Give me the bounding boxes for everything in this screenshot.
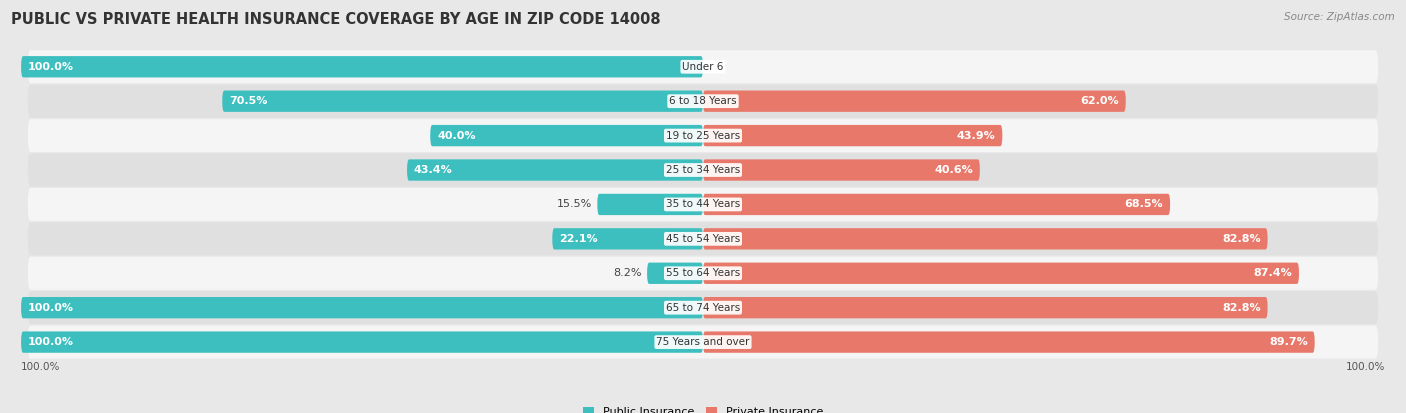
FancyBboxPatch shape <box>28 154 1378 187</box>
FancyBboxPatch shape <box>703 228 1268 249</box>
Text: 100.0%: 100.0% <box>28 303 75 313</box>
Text: 100.0%: 100.0% <box>28 337 75 347</box>
FancyBboxPatch shape <box>703 194 1170 215</box>
Text: 68.5%: 68.5% <box>1125 199 1163 209</box>
Text: 6 to 18 Years: 6 to 18 Years <box>669 96 737 106</box>
FancyBboxPatch shape <box>703 263 1299 284</box>
Text: Source: ZipAtlas.com: Source: ZipAtlas.com <box>1284 12 1395 22</box>
Text: 45 to 54 Years: 45 to 54 Years <box>666 234 740 244</box>
Text: 55 to 64 Years: 55 to 64 Years <box>666 268 740 278</box>
Text: 65 to 74 Years: 65 to 74 Years <box>666 303 740 313</box>
Text: 40.0%: 40.0% <box>437 131 475 140</box>
FancyBboxPatch shape <box>28 325 1378 358</box>
FancyBboxPatch shape <box>703 331 1315 353</box>
Text: 19 to 25 Years: 19 to 25 Years <box>666 131 740 140</box>
Legend: Public Insurance, Private Insurance: Public Insurance, Private Insurance <box>579 403 827 413</box>
FancyBboxPatch shape <box>28 119 1378 152</box>
Text: 62.0%: 62.0% <box>1080 96 1119 106</box>
FancyBboxPatch shape <box>28 222 1378 255</box>
Text: 100.0%: 100.0% <box>21 362 60 372</box>
FancyBboxPatch shape <box>28 85 1378 118</box>
Text: 100.0%: 100.0% <box>28 62 75 72</box>
Text: 75 Years and over: 75 Years and over <box>657 337 749 347</box>
Text: 15.5%: 15.5% <box>557 199 592 209</box>
Text: 70.5%: 70.5% <box>229 96 267 106</box>
FancyBboxPatch shape <box>703 159 980 181</box>
FancyBboxPatch shape <box>21 297 703 318</box>
Text: 87.4%: 87.4% <box>1253 268 1292 278</box>
Text: 100.0%: 100.0% <box>1346 362 1385 372</box>
Text: 25 to 34 Years: 25 to 34 Years <box>666 165 740 175</box>
Text: 82.8%: 82.8% <box>1222 234 1261 244</box>
Text: 82.8%: 82.8% <box>1222 303 1261 313</box>
FancyBboxPatch shape <box>28 291 1378 324</box>
FancyBboxPatch shape <box>703 297 1268 318</box>
FancyBboxPatch shape <box>430 125 703 146</box>
FancyBboxPatch shape <box>21 331 703 353</box>
FancyBboxPatch shape <box>703 90 1126 112</box>
FancyBboxPatch shape <box>408 159 703 181</box>
Text: PUBLIC VS PRIVATE HEALTH INSURANCE COVERAGE BY AGE IN ZIP CODE 14008: PUBLIC VS PRIVATE HEALTH INSURANCE COVER… <box>11 12 661 27</box>
FancyBboxPatch shape <box>553 228 703 249</box>
Text: 89.7%: 89.7% <box>1270 337 1308 347</box>
Text: 40.6%: 40.6% <box>934 165 973 175</box>
Text: 43.9%: 43.9% <box>957 131 995 140</box>
Text: 35 to 44 Years: 35 to 44 Years <box>666 199 740 209</box>
Text: Under 6: Under 6 <box>682 62 724 72</box>
Text: 22.1%: 22.1% <box>560 234 598 244</box>
Text: 8.2%: 8.2% <box>613 268 641 278</box>
FancyBboxPatch shape <box>703 125 1002 146</box>
FancyBboxPatch shape <box>647 263 703 284</box>
FancyBboxPatch shape <box>28 188 1378 221</box>
Text: 43.4%: 43.4% <box>413 165 453 175</box>
FancyBboxPatch shape <box>28 50 1378 83</box>
FancyBboxPatch shape <box>222 90 703 112</box>
FancyBboxPatch shape <box>598 194 703 215</box>
FancyBboxPatch shape <box>21 56 703 78</box>
FancyBboxPatch shape <box>28 257 1378 290</box>
